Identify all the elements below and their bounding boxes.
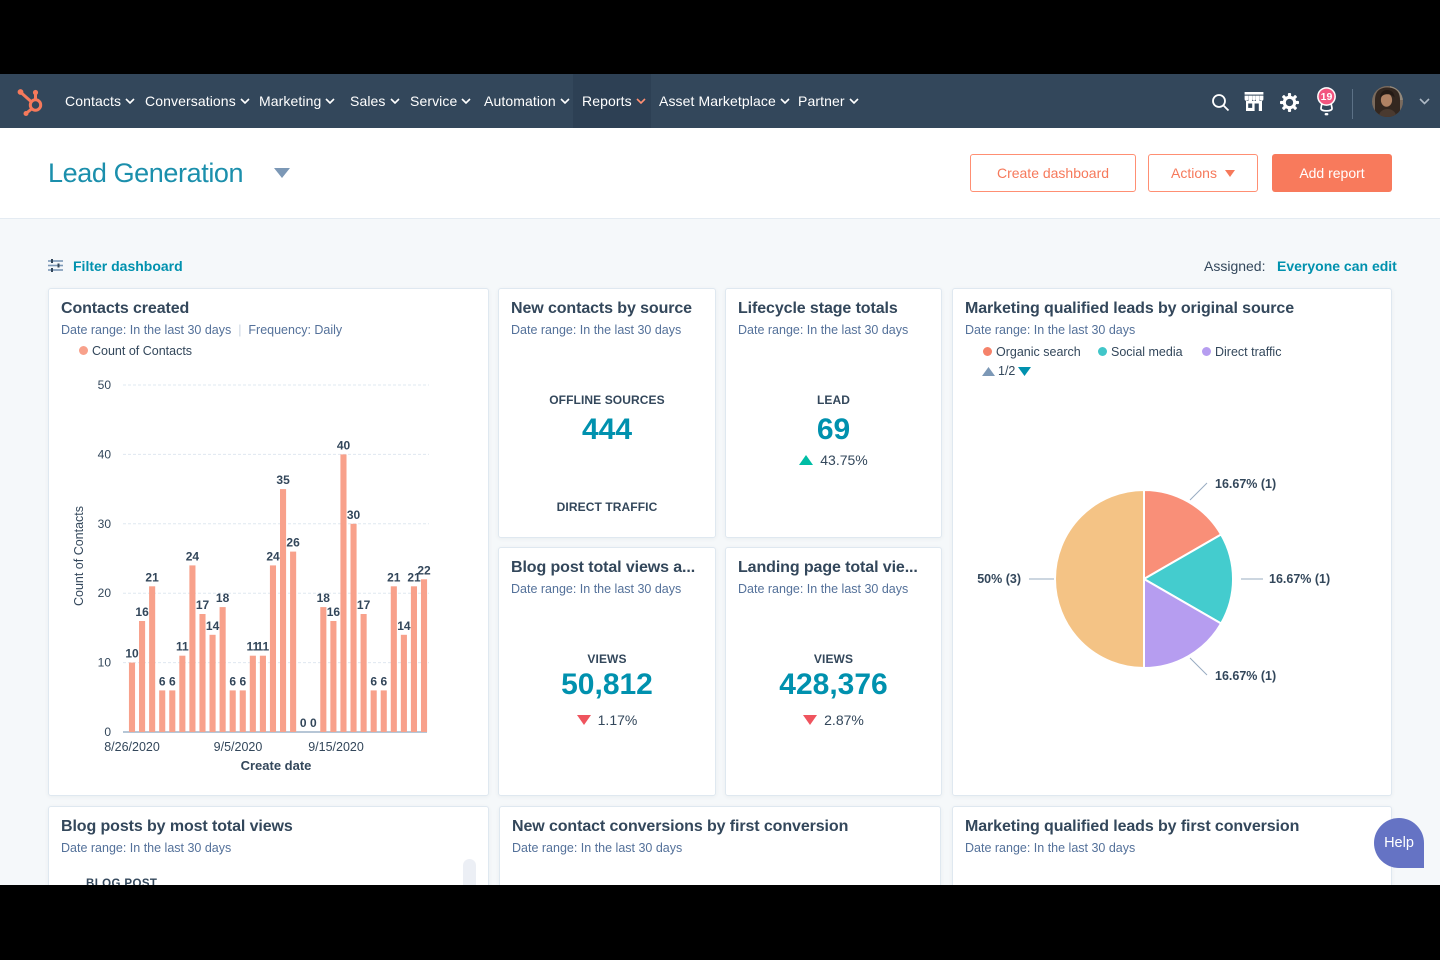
svg-text:Count of Contacts: Count of Contacts <box>72 506 86 606</box>
svg-text:10: 10 <box>125 647 139 661</box>
svg-text:40: 40 <box>98 447 112 461</box>
svg-text:21: 21 <box>407 570 421 584</box>
svg-text:40: 40 <box>337 438 351 452</box>
svg-text:35: 35 <box>276 473 290 487</box>
svg-text:16.67% (1): 16.67% (1) <box>1215 669 1276 683</box>
svg-text:30: 30 <box>347 508 361 522</box>
svg-text:24: 24 <box>186 549 200 563</box>
svg-text:11: 11 <box>246 640 259 654</box>
svg-text:9/5/2020: 9/5/2020 <box>214 740 263 754</box>
svg-text:50: 50 <box>98 378 112 392</box>
svg-text:22: 22 <box>417 563 431 577</box>
svg-text:0: 0 <box>300 716 307 730</box>
svg-text:16: 16 <box>135 605 149 619</box>
svg-text:0: 0 <box>104 725 111 739</box>
svg-text:17: 17 <box>196 598 210 612</box>
svg-text:11: 11 <box>176 640 189 654</box>
svg-text:17: 17 <box>357 598 371 612</box>
svg-text:0: 0 <box>310 716 317 730</box>
svg-text:16.67% (1): 16.67% (1) <box>1269 572 1330 586</box>
svg-text:20: 20 <box>98 586 112 600</box>
svg-text:18: 18 <box>216 591 230 605</box>
svg-text:6: 6 <box>169 674 176 688</box>
svg-text:30: 30 <box>98 517 112 531</box>
svg-text:6: 6 <box>380 674 387 688</box>
svg-text:14: 14 <box>206 619 220 633</box>
svg-text:24: 24 <box>266 549 280 563</box>
svg-text:26: 26 <box>286 536 300 550</box>
svg-text:21: 21 <box>387 570 401 584</box>
svg-text:18: 18 <box>317 591 331 605</box>
svg-text:11: 11 <box>257 640 270 654</box>
svg-text:16.67% (1): 16.67% (1) <box>1215 477 1276 491</box>
svg-text:8/26/2020: 8/26/2020 <box>104 740 160 754</box>
svg-text:Create date: Create date <box>241 758 312 773</box>
svg-text:6: 6 <box>239 674 246 688</box>
svg-text:10: 10 <box>98 656 112 670</box>
svg-text:6: 6 <box>229 674 236 688</box>
svg-text:19: 19 <box>1321 91 1333 103</box>
svg-text:21: 21 <box>145 570 159 584</box>
svg-text:9/15/2020: 9/15/2020 <box>308 740 364 754</box>
svg-text:50% (3): 50% (3) <box>977 572 1021 586</box>
svg-text:16: 16 <box>327 605 341 619</box>
svg-text:6: 6 <box>370 674 377 688</box>
svg-text:6: 6 <box>159 674 166 688</box>
svg-text:14: 14 <box>397 619 411 633</box>
